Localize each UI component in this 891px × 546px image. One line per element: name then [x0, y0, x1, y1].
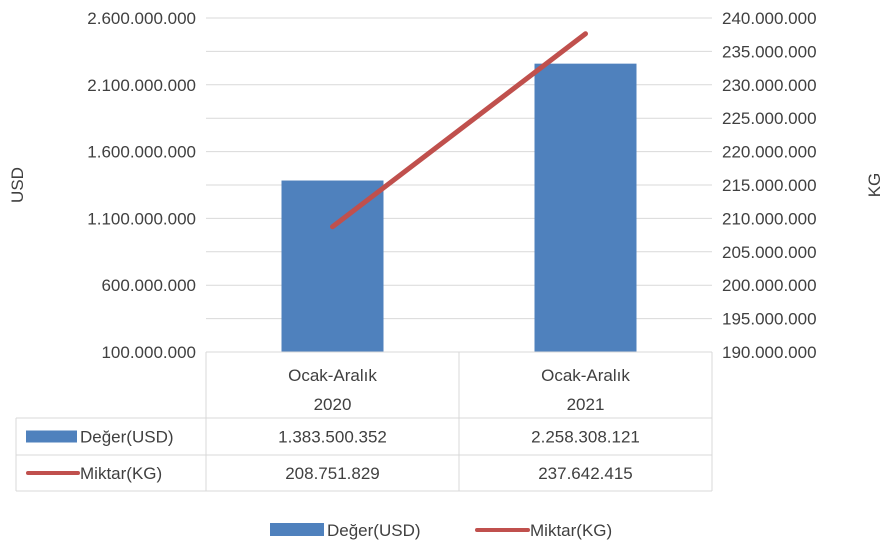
- right-tick-label: 235.000.000: [722, 42, 817, 61]
- right-tick-label: 240.000.000: [722, 9, 817, 28]
- table-row-label: Miktar(KG): [80, 464, 162, 483]
- right-tick-label: 200.000.000: [722, 276, 817, 295]
- table-value: 2.258.308.121: [531, 428, 640, 447]
- right-tick-label: 205.000.000: [722, 243, 817, 262]
- right-axis-tick-labels: 190.000.000 195.000.000 200.000.000 205.000…: [722, 9, 817, 362]
- left-tick-label: 600.000.000: [101, 276, 196, 295]
- legend-label: Miktar(KG): [530, 521, 612, 540]
- left-tick-label: 100.000.000: [101, 343, 196, 362]
- bar: [281, 180, 384, 352]
- right-tick-label: 195.000.000: [722, 310, 817, 329]
- right-tick-label: 215.000.000: [722, 176, 817, 195]
- left-tick-label: 2.100.000.000: [87, 76, 196, 95]
- category-label: Ocak-Aralık: [541, 366, 630, 385]
- legend-label: Değer(USD): [327, 521, 421, 540]
- right-tick-label: 230.000.000: [722, 76, 817, 95]
- right-tick-label: 220.000.000: [722, 143, 817, 162]
- line-path: [330, 31, 588, 230]
- table-value: 208.751.829: [285, 464, 380, 483]
- line-series: [330, 31, 588, 230]
- bar: [534, 63, 637, 353]
- right-tick-label: 190.000.000: [722, 343, 817, 362]
- bar-series: [281, 63, 637, 353]
- right-tick-label: 225.000.000: [722, 109, 817, 128]
- table-value: 1.383.500.352: [278, 428, 387, 447]
- left-axis-tick-labels: 100.000.000 600.000.000 1.100.000.000 1.600…: [87, 9, 196, 362]
- category-label: Ocak-Aralık: [288, 366, 377, 385]
- category-label: 2020: [314, 395, 352, 414]
- legend-key-bar: [270, 523, 324, 536]
- left-tick-label: 1.100.000.000: [87, 209, 196, 228]
- left-tick-label: 1.600.000.000: [87, 143, 196, 162]
- legend: Değer(USD) Miktar(KG): [270, 521, 612, 540]
- category-label: 2021: [567, 395, 605, 414]
- table-value: 237.642.415: [538, 464, 633, 483]
- data-table: Ocak-Aralık 2020 Ocak-Aralık 2021 Değer(USD)…: [15, 351, 713, 492]
- right-tick-label: 210.000.000: [722, 209, 817, 228]
- left-axis-title: USD: [8, 167, 27, 203]
- table-legend-key-bar: [26, 430, 77, 443]
- right-axis-title: KG: [865, 173, 884, 198]
- left-tick-label: 2.600.000.000: [87, 9, 196, 28]
- table-row-label: Değer(USD): [80, 428, 174, 447]
